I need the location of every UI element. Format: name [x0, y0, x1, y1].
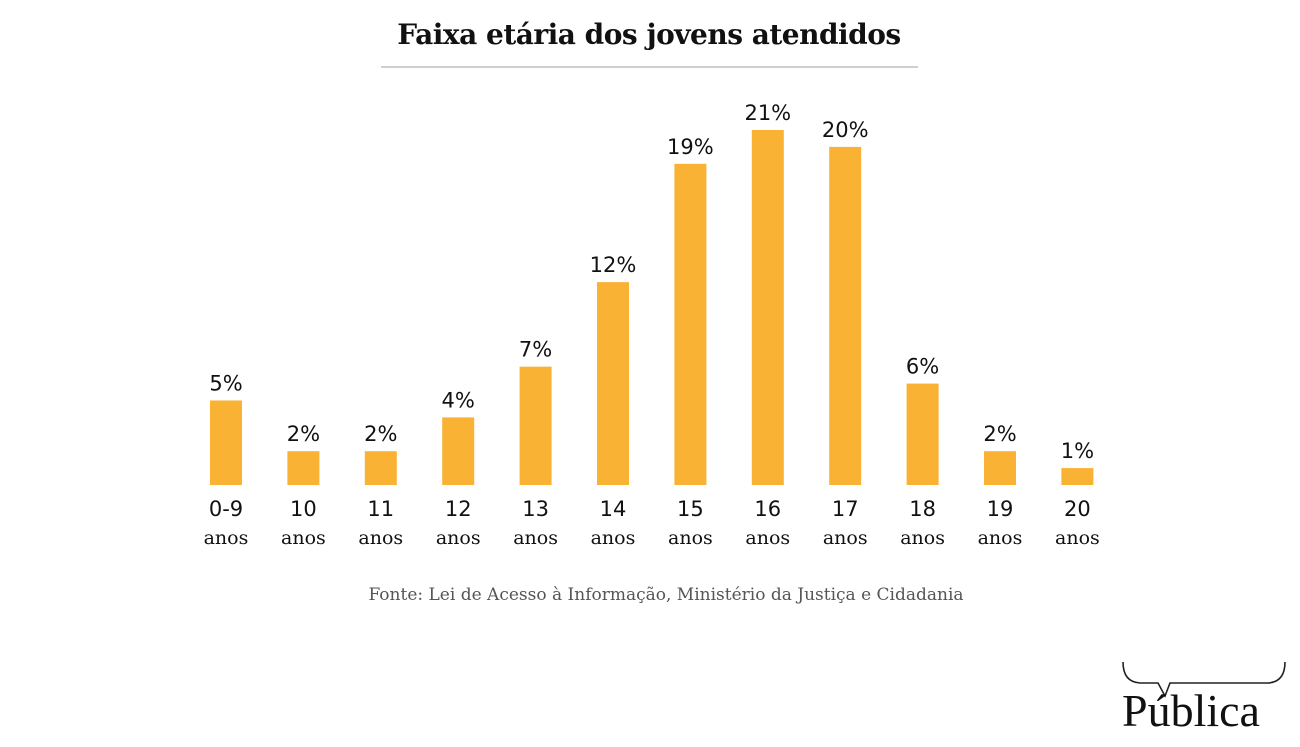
bar-19 — [984, 451, 1016, 485]
value-label: 20% — [822, 118, 869, 142]
category-sublabel: anos — [823, 527, 868, 549]
category-label: 14 — [600, 497, 627, 521]
category-label: 20 — [1064, 497, 1091, 521]
bar-17 — [829, 146, 862, 485]
category-label: 15 — [677, 497, 704, 521]
category-sublabel: anos — [1055, 527, 1100, 549]
bar-13 — [519, 366, 552, 485]
bar-16 — [751, 130, 784, 485]
category-sublabel: anos — [978, 527, 1023, 549]
category-label: 16 — [754, 497, 781, 521]
value-label: 7% — [519, 338, 552, 362]
category-label: 10 — [290, 497, 317, 521]
bar-10 — [287, 451, 320, 485]
category-sublabel: anos — [281, 527, 326, 549]
category-label: 12 — [445, 497, 472, 521]
category-sublabel: anos — [204, 527, 249, 549]
value-label: 21% — [744, 101, 791, 125]
publica-logo: Pública — [1118, 658, 1290, 738]
source-note: Fonte: Lei de Acesso à Informação, Minis… — [368, 585, 964, 605]
bar-11 — [364, 451, 397, 485]
category-sublabel: anos — [591, 527, 636, 549]
value-label: 2% — [983, 422, 1016, 446]
bar-12 — [442, 417, 475, 485]
bar-0-9 — [210, 400, 242, 485]
title-underline — [381, 66, 918, 68]
category-sublabel: anos — [358, 527, 403, 549]
category-sublabel: anos — [436, 527, 481, 549]
category-label: 13 — [522, 497, 549, 521]
value-label: 1% — [1061, 439, 1094, 463]
category-label: 0-9 — [209, 497, 243, 521]
bar-18 — [906, 383, 939, 485]
category-label: 18 — [909, 497, 936, 521]
category-sublabel: anos — [668, 527, 713, 549]
bar-14 — [597, 282, 629, 485]
value-label: 6% — [906, 355, 939, 379]
bar-chart: 5% 0-9 anos 2% 10 anos 2% 11 anos 4% 12 anos 7% 13 ano… — [204, 101, 1100, 549]
category-label: 11 — [367, 497, 394, 521]
category-sublabel: anos — [900, 527, 945, 549]
value-label: 2% — [287, 422, 320, 446]
value-label: 19% — [667, 135, 714, 159]
speech-bracket-icon — [1122, 661, 1286, 698]
value-label: 12% — [590, 253, 637, 277]
bar-20 — [1061, 468, 1094, 485]
bar-15 — [674, 163, 707, 486]
value-label: 2% — [364, 422, 397, 446]
category-label: 17 — [832, 497, 859, 521]
chart-title: Faixa etária dos jovens atendidos — [397, 18, 901, 51]
category-label: 19 — [987, 497, 1014, 521]
value-label: 4% — [442, 388, 475, 412]
logo-text: Pública — [1122, 685, 1260, 736]
value-label: 5% — [209, 371, 242, 395]
category-sublabel: anos — [745, 527, 790, 549]
category-sublabel: anos — [513, 527, 558, 549]
